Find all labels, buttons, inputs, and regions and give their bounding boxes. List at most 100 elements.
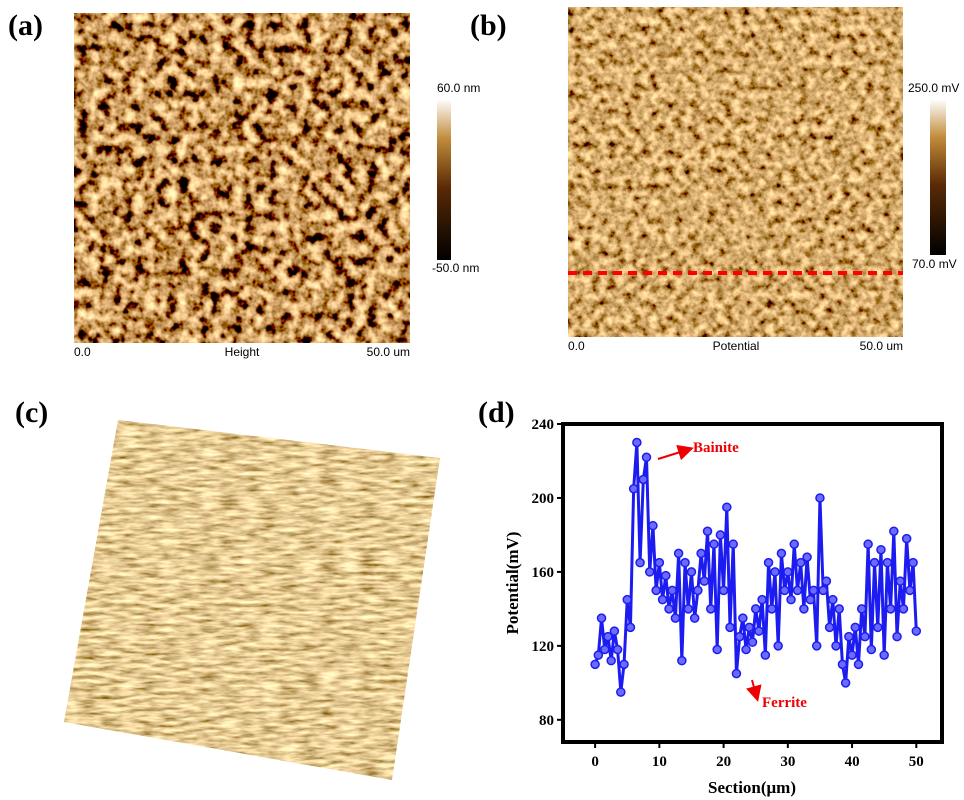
data-point	[828, 594, 838, 605]
data-point	[799, 604, 809, 614]
data-point	[744, 622, 755, 633]
data-point	[705, 604, 716, 614]
data-point	[776, 548, 787, 559]
data-point	[603, 631, 613, 642]
data-point	[606, 655, 616, 666]
data-point	[750, 604, 761, 614]
colorbar-min: -50.0 nm	[432, 261, 479, 275]
data-point	[863, 539, 873, 549]
colorbar	[437, 99, 451, 260]
data-point	[670, 613, 681, 623]
data-point	[702, 526, 713, 536]
data-point	[850, 622, 861, 633]
data-point	[635, 557, 645, 568]
x-tick-label: 20	[716, 754, 731, 770]
data-point	[853, 659, 864, 670]
data-point	[789, 539, 800, 549]
channel: Potential	[713, 339, 760, 353]
x-tick-label: 30	[780, 754, 795, 770]
data-point	[834, 604, 844, 614]
panel-label: (d)	[478, 396, 515, 429]
data-point	[616, 687, 626, 697]
data-point	[731, 668, 742, 679]
data-point	[596, 613, 607, 623]
3d-surface	[64, 420, 440, 780]
data-point	[911, 626, 922, 636]
data-point	[590, 659, 600, 670]
data-point	[738, 613, 748, 623]
colorbar-max: 60.0 nm	[437, 81, 480, 95]
data-point	[686, 567, 697, 577]
data-point	[648, 520, 658, 531]
data-point	[876, 544, 886, 555]
data-point	[709, 539, 719, 549]
data-point	[889, 526, 899, 536]
data-point	[754, 626, 764, 636]
data-point	[612, 644, 623, 655]
data-point	[747, 637, 758, 647]
data-point	[741, 644, 751, 655]
scale-start: 0.0	[74, 345, 91, 359]
x-tick-label: 10	[652, 754, 667, 770]
y-tick-label: 200	[532, 491, 555, 507]
data-point	[622, 594, 632, 605]
y-tick-label: 80	[539, 713, 554, 729]
data-point	[728, 539, 738, 549]
data-point	[632, 437, 642, 448]
data-point	[802, 552, 812, 562]
data-point	[683, 604, 694, 614]
x-tick-label: 40	[845, 754, 860, 770]
y-axis-label: Potential(mV)	[503, 532, 522, 635]
data-point	[654, 557, 665, 568]
channel: Height	[225, 345, 260, 359]
data-point	[696, 548, 706, 559]
data-point	[831, 641, 841, 651]
x-axis-label: Section(μm)	[708, 778, 796, 797]
data-point	[689, 613, 700, 623]
data-point	[879, 650, 889, 660]
data-point	[625, 622, 636, 633]
data-point	[805, 594, 816, 605]
scale-end: 50.0 um	[860, 339, 903, 353]
data-point	[837, 659, 848, 670]
data-point	[757, 594, 767, 605]
data-point	[641, 452, 652, 463]
data-point	[628, 483, 639, 494]
data-point	[715, 530, 726, 540]
data-point	[699, 576, 710, 586]
data-point	[680, 557, 690, 568]
y-tick-label: 240	[532, 417, 555, 433]
data-point	[712, 644, 722, 655]
data-point	[760, 650, 771, 660]
data-point	[657, 594, 668, 605]
data-point	[593, 650, 604, 660]
colorbar-max: 250.0 mV	[908, 81, 959, 95]
scale-end: 50.0 um	[367, 345, 410, 359]
data-point	[847, 650, 857, 660]
y-tick-label: 120	[532, 639, 555, 655]
data-point	[856, 604, 867, 614]
data-point	[901, 533, 912, 544]
data-point	[673, 548, 684, 559]
data-point	[882, 557, 893, 568]
data-point	[866, 644, 877, 655]
panel-label: (c)	[15, 396, 48, 429]
data-point	[677, 655, 687, 666]
data-point	[722, 502, 732, 512]
annotation: Bainite	[693, 440, 739, 456]
data-point	[860, 631, 870, 642]
data-point	[725, 622, 735, 633]
data-point	[651, 585, 661, 596]
data-point	[786, 594, 796, 605]
colorbar	[930, 99, 946, 255]
scale-start: 0.0	[568, 339, 585, 353]
data-point	[767, 604, 777, 614]
data-point	[892, 631, 902, 642]
data-point	[693, 585, 703, 596]
panel-label: (b)	[470, 9, 507, 42]
data-point	[873, 622, 883, 633]
plot-frame	[561, 422, 944, 744]
data-point	[815, 493, 825, 503]
data-point	[638, 474, 649, 485]
